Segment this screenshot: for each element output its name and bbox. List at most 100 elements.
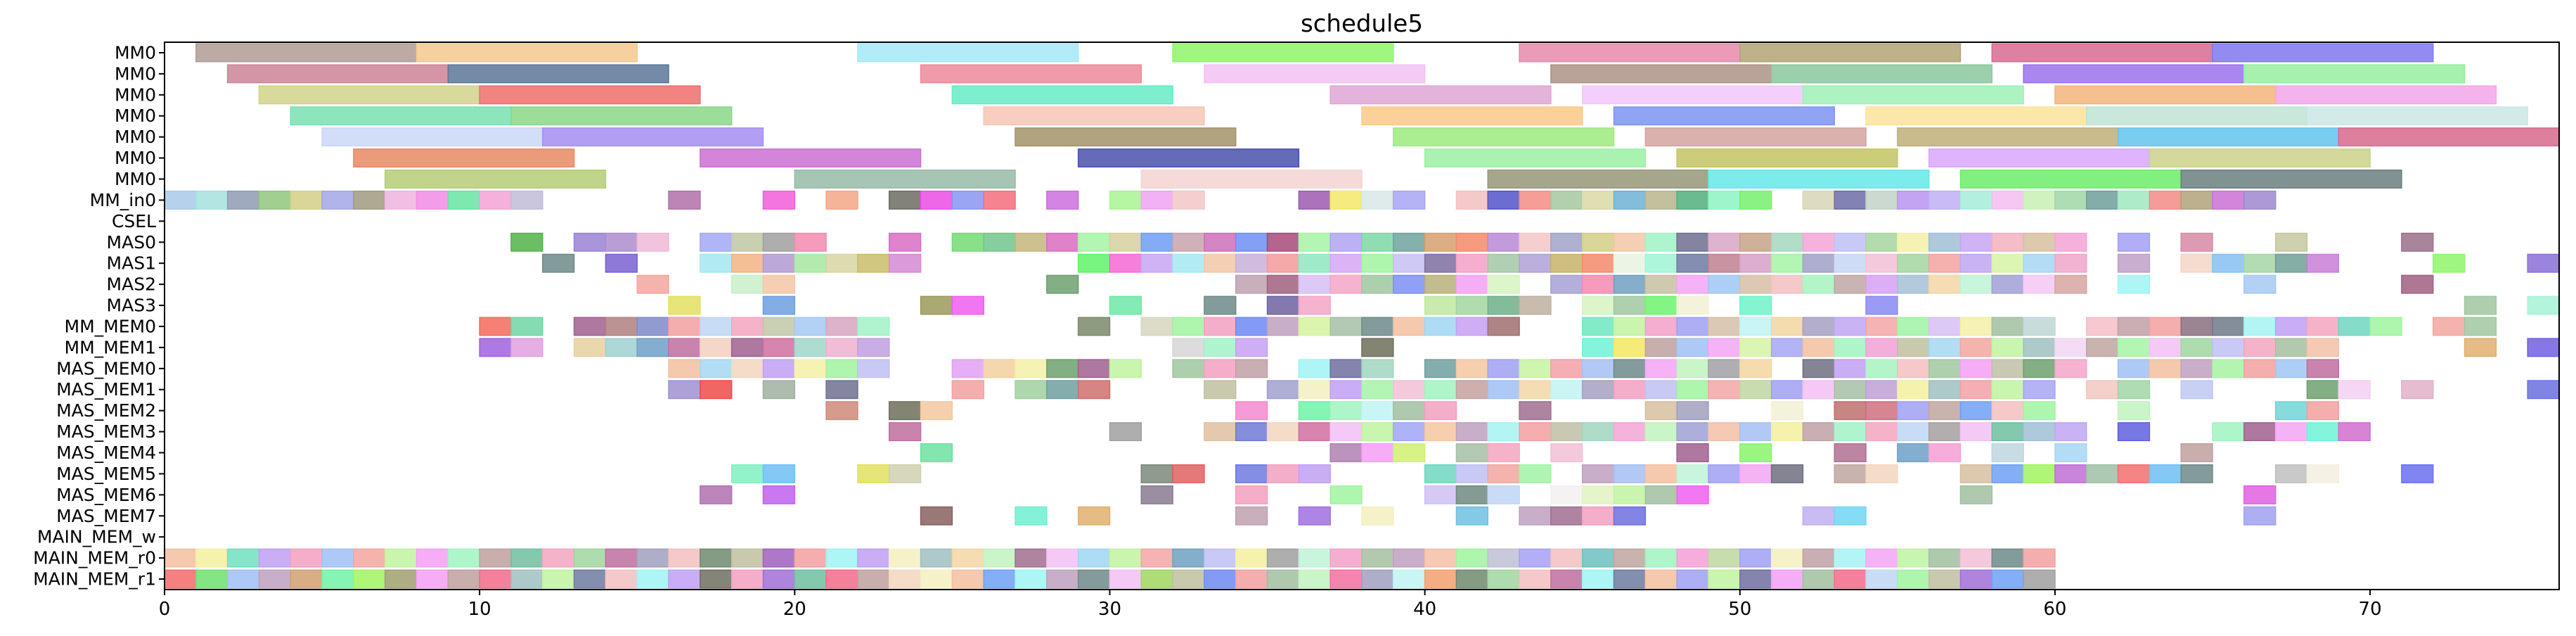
task-bar-r7-36: [1739, 190, 1772, 210]
task-bar-r16-13: [1393, 380, 1426, 400]
y-tick-label-25: MAIN_MEM_r1: [33, 569, 156, 590]
task-bar-r24-16: [668, 548, 701, 568]
task-bar-r19-8: [1739, 443, 1772, 462]
task-bar-r22-12: [1834, 506, 1867, 526]
task-bar-r3-2: [983, 106, 1205, 126]
task-bar-r15-44: [2274, 359, 2308, 379]
task-bar-r10-6: [825, 253, 858, 273]
task-bar-r25-34: [1235, 569, 1268, 589]
task-bar-r13-28: [1676, 317, 1709, 336]
task-bar-r24-47: [1644, 548, 1677, 568]
task-bar-r11-21: [1802, 274, 1835, 294]
task-bar-r14-21: [1739, 338, 1772, 357]
task-bar-r13-8: [762, 317, 796, 336]
y-tick-label-17: MAS_MEM2: [56, 400, 156, 421]
task-bar-r15-32: [1865, 359, 1898, 379]
task-bar-r7-34: [1676, 190, 1709, 210]
task-bar-r17-1: [889, 401, 922, 421]
task-bar-r24-38: [1361, 548, 1394, 568]
task-bar-r17-20: [2117, 401, 2151, 421]
y-tick-label-10: MAS1: [107, 253, 156, 274]
task-bar-r13-49: [2369, 317, 2402, 336]
task-bar-r14-20: [1708, 338, 1741, 357]
task-bar-r13-46: [2274, 317, 2308, 336]
task-bar-r24-11: [510, 548, 543, 568]
task-bar-r7-46: [2086, 190, 2119, 210]
task-bar-r13-35: [1897, 317, 1930, 336]
task-bar-r15-1: [700, 359, 733, 379]
task-bar-r3-1: [510, 106, 733, 126]
task-bar-r13-30: [1739, 317, 1772, 336]
task-bar-r9-39: [1897, 232, 1930, 252]
task-bar-r13-44: [2212, 317, 2245, 336]
task-bar-r20-23: [1991, 464, 2024, 483]
task-bar-r9-16: [1172, 232, 1205, 252]
task-bar-r14-6: [700, 338, 733, 357]
task-bar-r24-21: [825, 548, 858, 568]
y-tick-label-7: MM_in0: [90, 190, 156, 210]
task-bar-r25-27: [1015, 569, 1048, 589]
task-bar-r14-16: [1581, 338, 1615, 357]
task-bar-r9-27: [1519, 232, 1552, 252]
task-bar-r17-8: [1424, 401, 1457, 421]
task-bar-r10-16: [1298, 253, 1331, 273]
task-bar-r16-14: [1424, 380, 1457, 400]
task-bar-r11-0: [636, 274, 669, 294]
task-bar-r16-15: [1455, 380, 1489, 400]
task-bar-r9-45: [2117, 232, 2151, 252]
task-bar-r24-49: [1708, 548, 1741, 568]
task-bar-r20-11: [1487, 464, 1520, 483]
task-bar-r10-32: [1802, 253, 1835, 273]
task-bar-r7-44: [2023, 190, 2056, 210]
task-bar-r9-1: [573, 232, 607, 252]
task-bar-r16-27: [1834, 380, 1867, 400]
task-bar-r7-8: [416, 190, 449, 210]
task-bar-r16-37: [2306, 380, 2340, 400]
task-bar-r25-52: [1802, 569, 1835, 589]
task-bar-r18-0: [889, 422, 922, 442]
task-bar-r15-42: [2212, 359, 2245, 379]
task-bar-r7-20: [1109, 190, 1142, 210]
task-bar-r25-43: [1519, 569, 1552, 589]
task-bar-r12-10: [1487, 295, 1520, 315]
task-bar-r17-7: [1393, 401, 1426, 421]
task-bar-r7-7: [384, 190, 418, 210]
task-bar-r25-37: [1329, 569, 1363, 589]
task-bar-r7-18: [983, 190, 1016, 210]
task-bar-r9-8: [889, 232, 922, 252]
task-bar-r10-14: [1235, 253, 1268, 273]
y-tick-label-15: MAS_MEM0: [56, 358, 156, 379]
task-bar-r16-7: [1077, 380, 1111, 400]
task-bar-r15-15: [1235, 359, 1268, 379]
task-bar-r11-3: [1046, 274, 1079, 294]
task-bar-r14-29: [1991, 338, 2024, 357]
task-bar-r7-15: [889, 190, 922, 210]
task-bar-r24-27: [1015, 548, 1048, 568]
task-bar-r18-6: [1329, 422, 1363, 442]
task-bar-r25-23: [889, 569, 922, 589]
task-bar-r14-4: [636, 338, 669, 357]
task-bar-r18-21: [1802, 422, 1835, 442]
task-bar-r9-21: [1329, 232, 1363, 252]
task-bar-r15-20: [1455, 359, 1489, 379]
task-bar-r16-28: [1865, 380, 1898, 400]
task-bar-r21-10: [1613, 485, 1647, 504]
task-bar-r7-0: [164, 190, 197, 210]
task-bar-r25-21: [825, 569, 858, 589]
task-bar-r18-5: [1298, 422, 1331, 442]
task-bar-r25-8: [416, 569, 449, 589]
task-bar-r0-6: [1991, 43, 2213, 63]
task-bar-r7-30: [1550, 190, 1583, 210]
task-bar-r14-31: [2054, 338, 2087, 357]
task-bar-r7-40: [1897, 190, 1930, 210]
task-bar-r24-15: [636, 548, 669, 568]
task-bar-r25-39: [1393, 569, 1426, 589]
task-bar-r14-36: [2212, 338, 2245, 357]
task-bar-r9-22: [1361, 232, 1394, 252]
task-bar-r16-17: [1519, 380, 1552, 400]
task-bar-r15-2: [730, 359, 764, 379]
task-bar-r20-21: [1865, 464, 1898, 483]
y-tick-label-19: MAS_MEM4: [56, 443, 156, 463]
task-bar-r13-51: [2464, 317, 2497, 336]
task-bar-r14-26: [1897, 338, 1930, 357]
